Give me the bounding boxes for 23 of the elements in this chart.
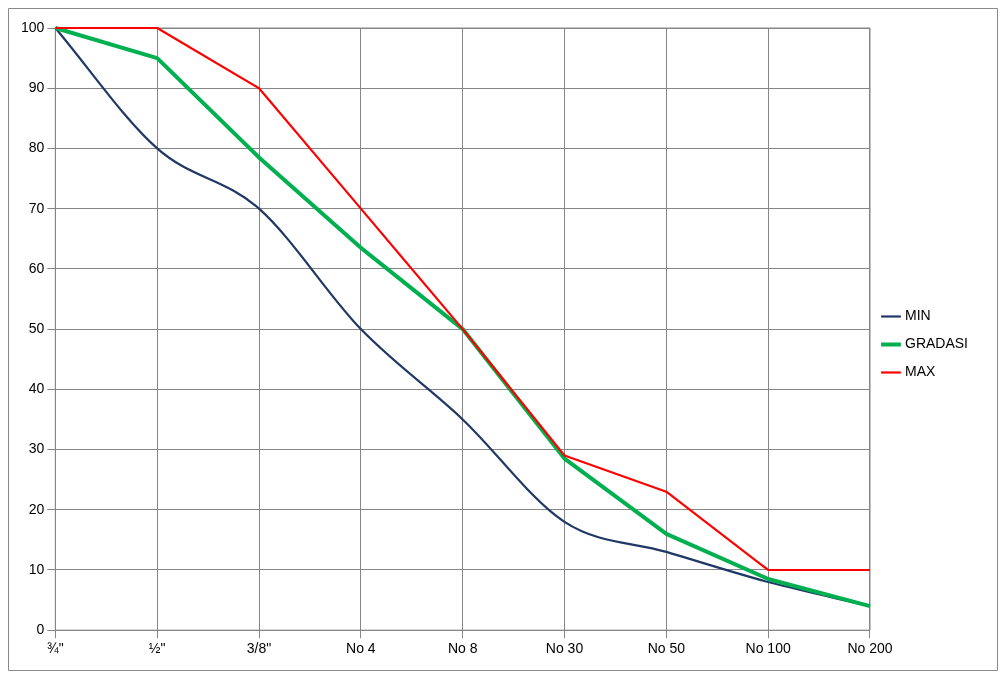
x-tick-label: ¾": [47, 640, 64, 657]
x-tick-label: No 200: [847, 640, 893, 657]
y-tick-label: 20: [28, 500, 45, 517]
x-tick-label: No 4: [346, 640, 376, 657]
legend-label: MIN: [904, 307, 931, 324]
x-tick-label: 3/8": [246, 640, 272, 657]
legend-label: MAX: [904, 363, 936, 380]
legend-label: GRADASI: [904, 335, 968, 352]
x-tick-label: No 8: [447, 640, 478, 657]
y-tick-label: 90: [28, 79, 45, 96]
x-tick-label: ½": [148, 640, 166, 657]
y-tick-label: 80: [28, 139, 45, 156]
y-tick-label: 40: [28, 380, 45, 397]
y-tick-label: 0: [36, 621, 45, 638]
x-tick-label: No 100: [745, 640, 791, 657]
y-tick-label: 60: [28, 259, 45, 276]
y-tick-label: 30: [28, 440, 45, 457]
y-tick-label: 10: [28, 560, 45, 577]
y-tick-label: 50: [28, 319, 45, 336]
y-tick-label: 100: [21, 18, 45, 35]
y-tick-label: 70: [28, 199, 45, 216]
x-tick-label: No 50: [647, 640, 686, 657]
x-tick-label: No 30: [545, 640, 584, 657]
